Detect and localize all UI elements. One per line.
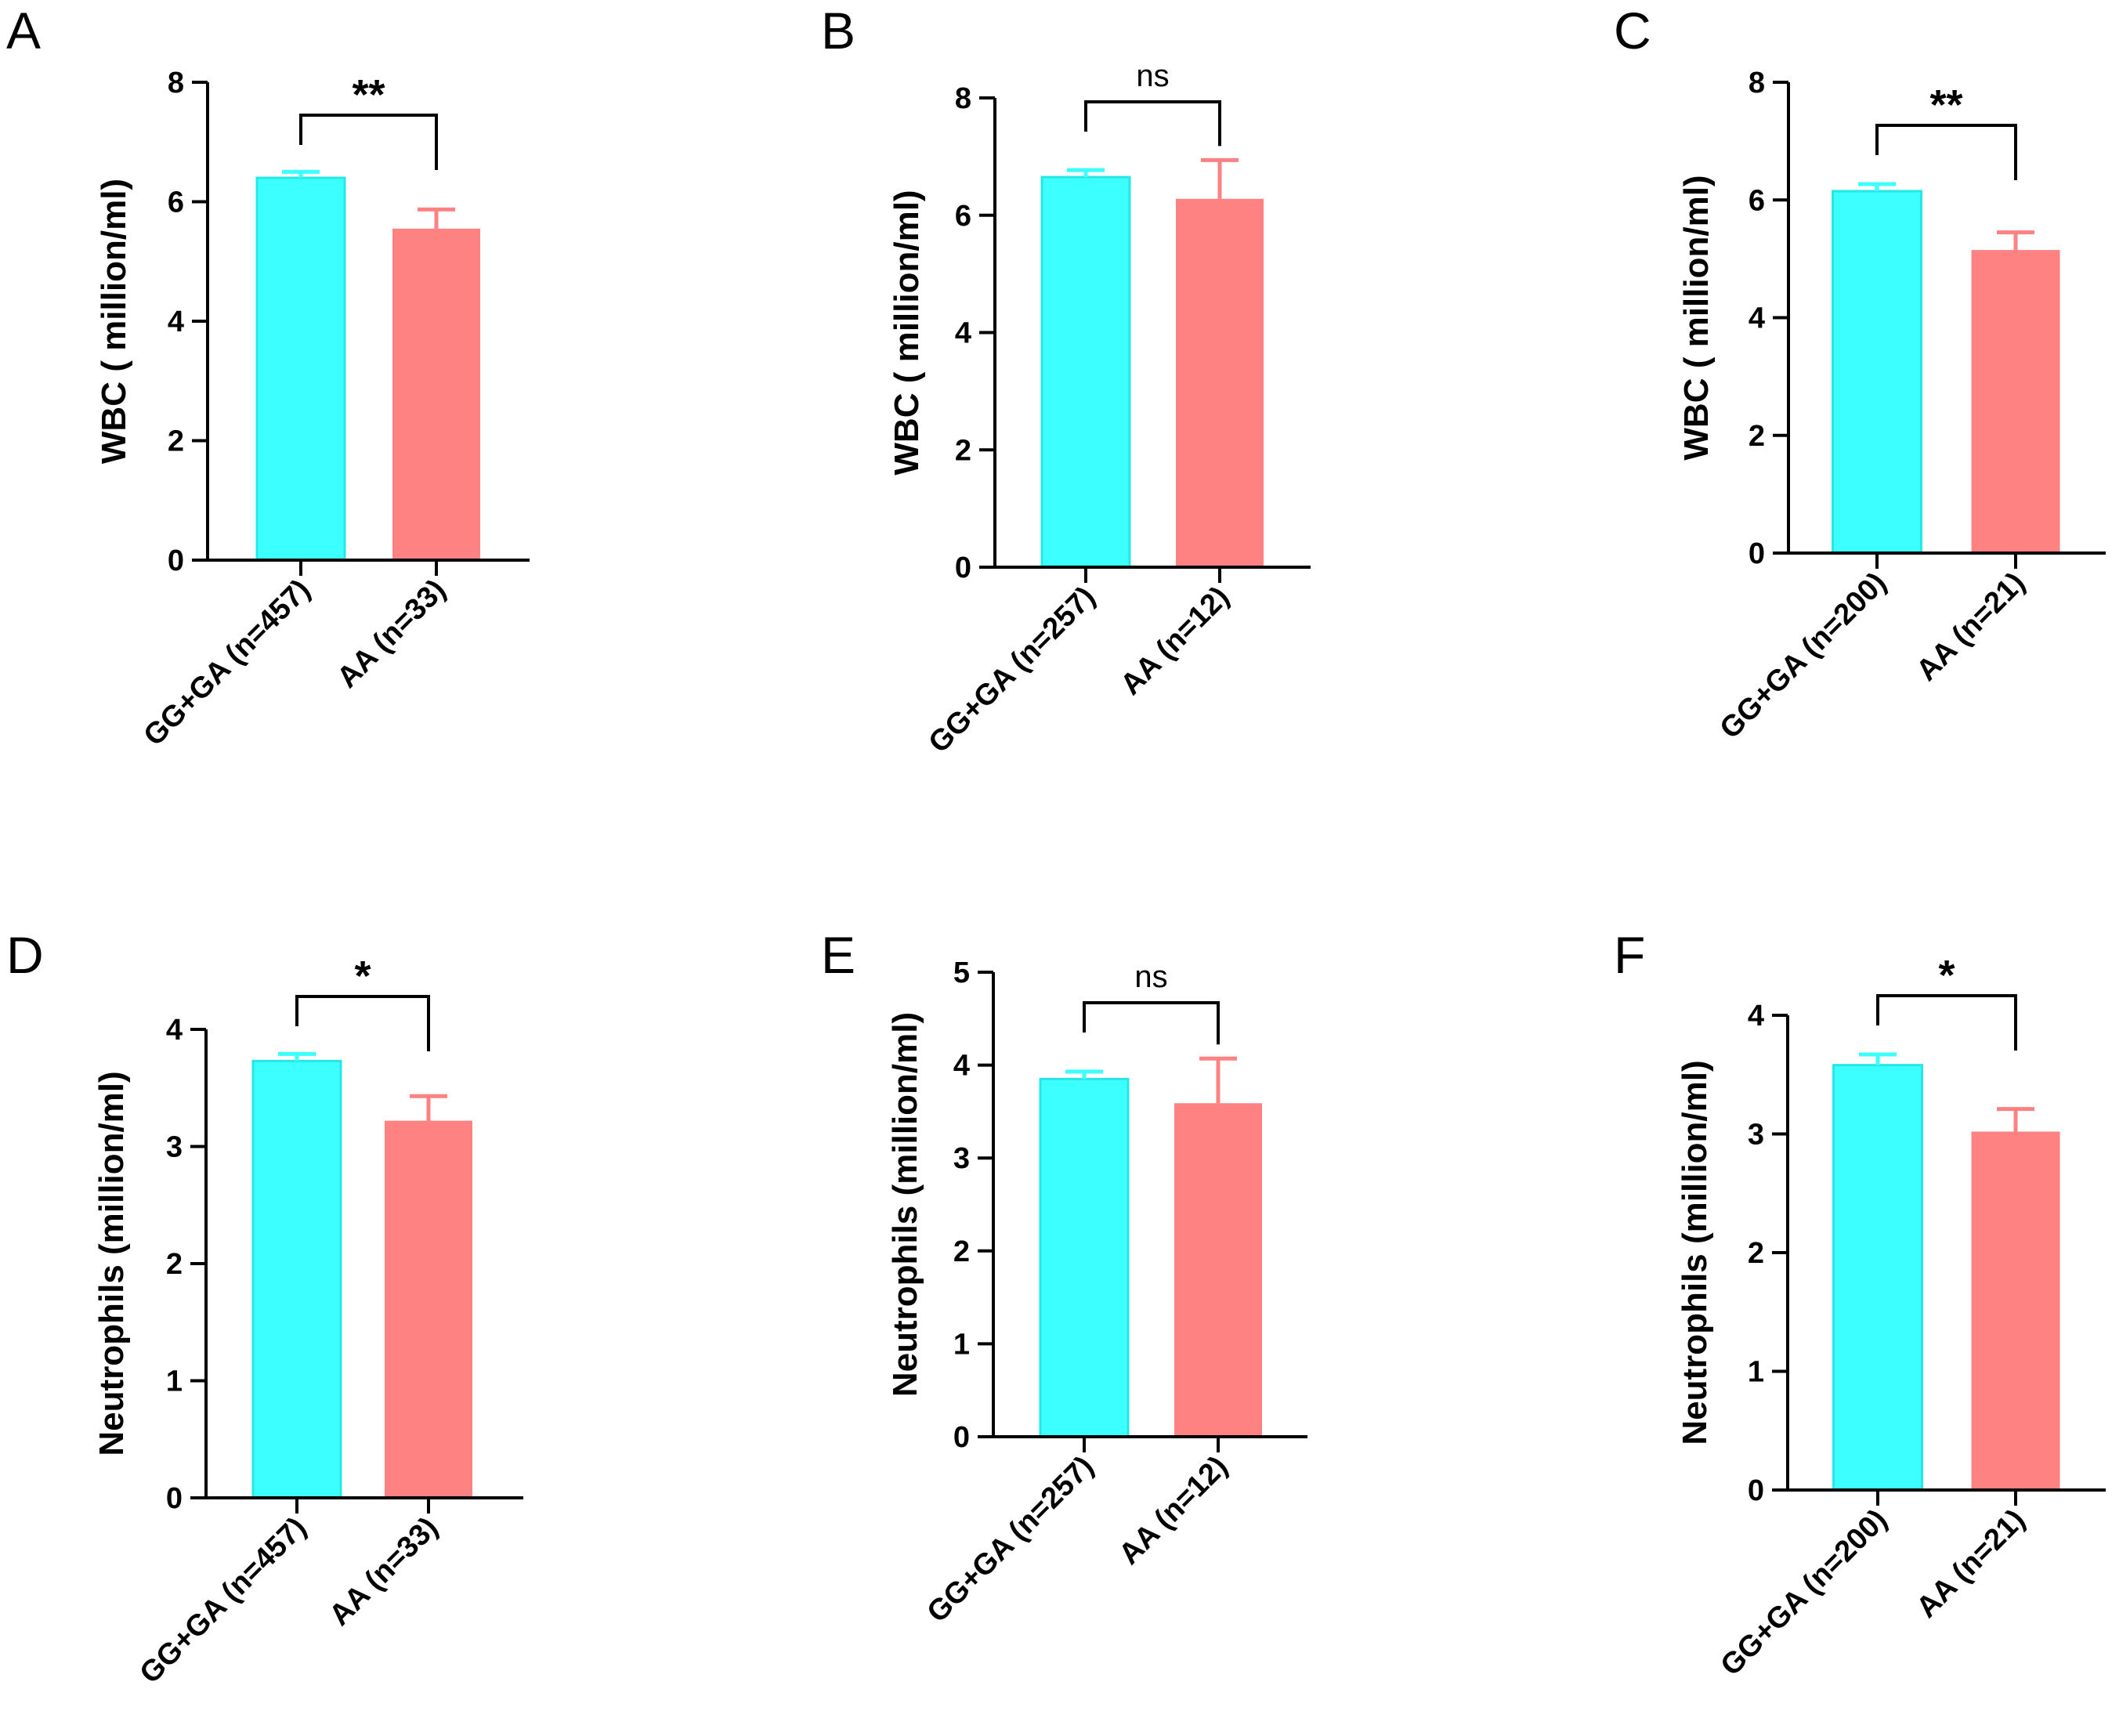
- y-axis-label: Neutrophils (million/ml): [1676, 1060, 1714, 1445]
- panel-a: A 0 2 4 6 8 GG+GA (n=457) AA (n=33) WBC ( millio…: [6, 2, 530, 752]
- significance-label: ns: [1136, 59, 1169, 93]
- y-axis-label: Neutrophils (million/ml): [886, 1012, 924, 1397]
- bar: [255, 176, 346, 562]
- x-category-label: AA (n=33): [331, 573, 452, 695]
- bar: [1040, 175, 1131, 569]
- y-tick-label: 8: [955, 82, 971, 115]
- x-category-label: GG+GA (n=457): [134, 1511, 313, 1691]
- bar: [1832, 190, 1922, 555]
- significance-label: *: [1938, 952, 1955, 999]
- bar: [1174, 1103, 1262, 1437]
- x-category-label: GG+GA (n=257): [923, 580, 1102, 760]
- bar: [1039, 1077, 1130, 1438]
- bar: [1176, 198, 1264, 567]
- panel-f: F 0 1 2 3 4 GG+GA (n=200) AA (n=21) Neutrophils …: [1614, 926, 2106, 1682]
- panel-letter: C: [1614, 2, 1651, 60]
- significance-bracket: [299, 114, 438, 170]
- y-tick-label: 1: [166, 1365, 183, 1398]
- significance-bracket: [1083, 1001, 1220, 1045]
- panel-d: D 0 1 2 3 4 GG+GA (n=457) AA (n=33) Neutrophils …: [6, 926, 523, 1690]
- bar: [385, 1120, 472, 1498]
- panel-c: C 0 2 4 6 8 GG+GA (n=200) AA (n=21) WBC ( millio…: [1614, 2, 2106, 745]
- panel-letter: B: [821, 2, 855, 60]
- y-tick-label: 8: [168, 67, 184, 99]
- x-category-label: AA (n=12): [1112, 1450, 1234, 1571]
- y-tick-label: 6: [1749, 184, 1765, 217]
- panel-letter: E: [821, 926, 855, 984]
- significance-label: **: [1929, 81, 1962, 128]
- significance-bracket: [295, 995, 430, 1051]
- x-category-label: GG+GA (n=257): [921, 1450, 1101, 1629]
- panel-letter: F: [1614, 926, 1645, 984]
- bar: [1832, 1064, 1923, 1492]
- y-tick-label: 6: [955, 200, 971, 233]
- significance-bracket: [1875, 124, 2017, 180]
- significance-bracket: [1876, 994, 2017, 1051]
- x-category-label: GG+GA (n=200): [1715, 1503, 1894, 1683]
- y-tick-label: 3: [953, 1142, 970, 1175]
- bar: [392, 228, 480, 560]
- y-tick-label: 0: [953, 1421, 970, 1454]
- y-tick-label: 0: [166, 1482, 183, 1515]
- y-tick-label: 4: [166, 1014, 183, 1047]
- y-tick-label: 4: [955, 317, 971, 350]
- y-axis-label: WBC ( million/ml): [1677, 175, 1716, 460]
- y-tick-label: 3: [166, 1131, 183, 1164]
- x-category-label: GG+GA (n=457): [138, 573, 317, 753]
- bar: [251, 1059, 342, 1499]
- panel-letter: D: [6, 926, 44, 984]
- panel-e: E 0 1 2 3 4 5 GG+GA (n=257) AA (n=12) Neutrophils…: [821, 926, 1307, 1629]
- y-tick-label: 2: [953, 1235, 970, 1268]
- y-axis-label: WBC ( million/ml): [95, 179, 133, 464]
- x-category-label: AA (n=33): [323, 1511, 444, 1633]
- y-tick-label: 0: [168, 544, 184, 577]
- y-tick-label: 2: [1749, 420, 1765, 453]
- y-axis-label: WBC ( million/ml): [888, 190, 926, 475]
- x-category-label: AA (n=21): [1910, 1503, 2031, 1625]
- y-tick-label: 0: [1748, 1474, 1764, 1507]
- y-tick-label: 2: [955, 434, 971, 467]
- y-tick-label: 4: [1748, 1000, 1764, 1033]
- significance-bracket: [1084, 100, 1221, 146]
- significance-label: **: [352, 71, 385, 118]
- x-category-label: GG+GA (n=200): [1714, 566, 1893, 746]
- y-tick-label: 2: [1748, 1237, 1764, 1270]
- significance-label: *: [354, 953, 371, 1000]
- y-tick-label: 8: [1749, 67, 1765, 99]
- y-tick-label: 4: [168, 306, 184, 338]
- y-tick-label: 2: [168, 425, 184, 458]
- panel-letter: A: [6, 2, 41, 60]
- y-tick-label: 0: [1749, 537, 1765, 570]
- y-tick-label: 6: [168, 186, 184, 219]
- y-tick-label: 4: [953, 1050, 970, 1083]
- significance-label: ns: [1134, 960, 1167, 994]
- y-tick-label: 3: [1748, 1119, 1764, 1152]
- y-axis-label: Neutrophils (million/ml): [92, 1071, 131, 1456]
- bar: [1971, 250, 2060, 553]
- panel-b: B 0 2 4 6 8 GG+GA (n=257) AA (n=12) WBC ( millio…: [821, 2, 1311, 759]
- y-tick-label: 5: [953, 957, 970, 989]
- y-tick-label: 1: [953, 1328, 970, 1361]
- bar: [1971, 1131, 2060, 1490]
- x-category-label: AA (n=12): [1114, 580, 1235, 702]
- y-tick-label: 4: [1749, 302, 1765, 335]
- y-tick-label: 2: [166, 1248, 183, 1281]
- x-category-label: AA (n=21): [1910, 566, 2031, 688]
- y-tick-label: 1: [1748, 1356, 1764, 1389]
- y-tick-label: 0: [955, 552, 971, 584]
